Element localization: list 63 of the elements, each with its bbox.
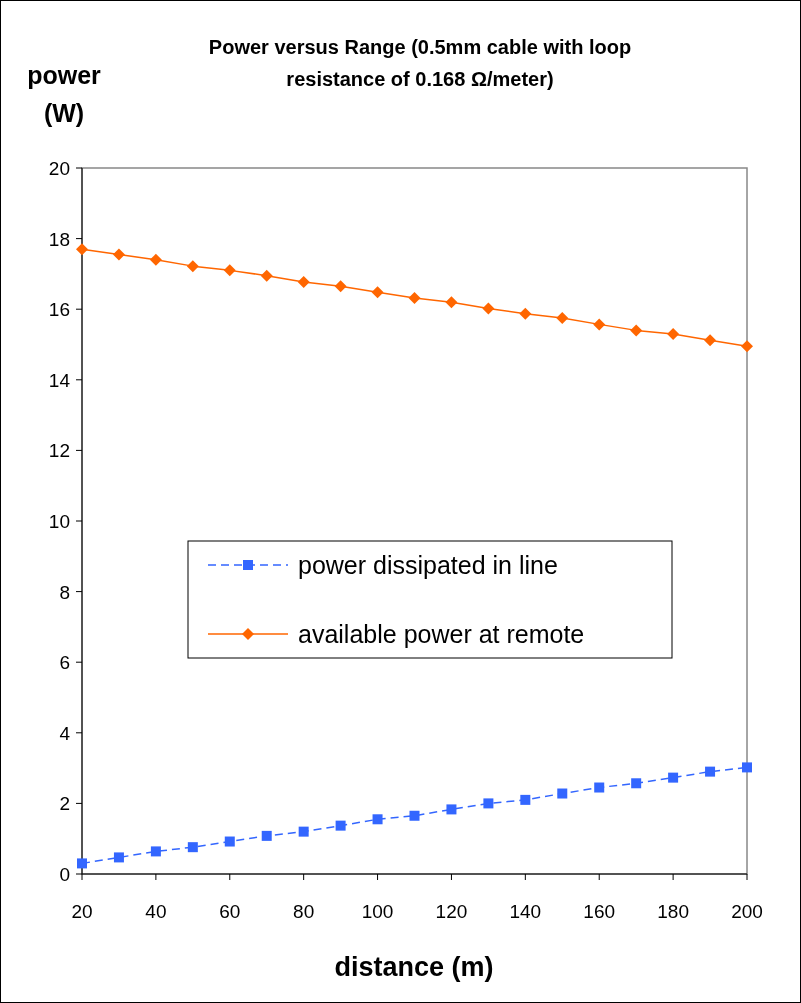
y-tick-label: 10 — [48, 511, 70, 532]
chart-title: Power versus Range (0.5mm cable with loop resistance of 0.168 Ω/meter) — [208, 36, 632, 90]
point — [593, 318, 606, 331]
y-tick-label: 18 — [48, 228, 70, 250]
point — [445, 296, 458, 309]
x-tick-label: 140 — [509, 901, 542, 922]
point — [186, 260, 199, 273]
point — [150, 846, 161, 857]
point — [482, 302, 495, 315]
point — [112, 248, 125, 261]
point — [520, 794, 531, 805]
y-tick-label: 4 — [59, 722, 71, 744]
point — [631, 778, 642, 789]
point — [446, 804, 457, 815]
point — [556, 312, 569, 325]
point — [668, 772, 679, 783]
legend-label: power dissipated in line — [298, 551, 558, 579]
point — [224, 836, 235, 847]
point — [667, 327, 680, 340]
x-tick-label: 80 — [293, 901, 315, 922]
point — [260, 269, 273, 282]
point — [557, 788, 568, 799]
point — [149, 253, 162, 266]
y-tick-label: 0 — [59, 864, 70, 885]
point — [372, 814, 383, 825]
point — [223, 264, 236, 277]
point — [298, 826, 309, 837]
point — [483, 798, 494, 809]
x-tick-label: 100 — [361, 901, 394, 922]
legend-label: available power at remote — [298, 620, 585, 648]
y-tick-label: 16 — [48, 299, 70, 321]
point — [77, 858, 87, 869]
point — [741, 340, 753, 353]
y-tick-label: 2 — [59, 793, 70, 815]
y-tick-label: 8 — [59, 581, 70, 603]
point — [409, 810, 420, 821]
point — [297, 276, 310, 289]
y-tick-label: 14 — [48, 369, 71, 391]
x-tick-label: 180 — [657, 901, 689, 922]
y-axis-title: power (W) — [27, 61, 102, 127]
y-tick-label: 6 — [59, 652, 70, 674]
point — [187, 842, 198, 853]
x-tick-label: 200 — [731, 901, 763, 922]
point — [371, 286, 384, 299]
y-tick-label: 12 — [48, 440, 70, 462]
point — [519, 307, 532, 320]
point — [113, 852, 124, 863]
point — [705, 766, 716, 777]
point — [408, 291, 421, 304]
point — [76, 243, 88, 256]
point — [704, 334, 717, 347]
point — [261, 830, 272, 841]
point — [335, 820, 346, 831]
x-tick-label: 60 — [219, 901, 241, 922]
point — [594, 782, 605, 793]
point — [742, 762, 752, 773]
y-tick-label: 20 — [48, 158, 70, 179]
point — [630, 324, 643, 337]
x-tick-label: 160 — [583, 901, 616, 922]
x-tick-label: 120 — [435, 901, 468, 922]
x-axis-title: distance (m) — [334, 952, 494, 982]
x-tick-label: 40 — [145, 901, 167, 922]
point — [334, 280, 347, 293]
